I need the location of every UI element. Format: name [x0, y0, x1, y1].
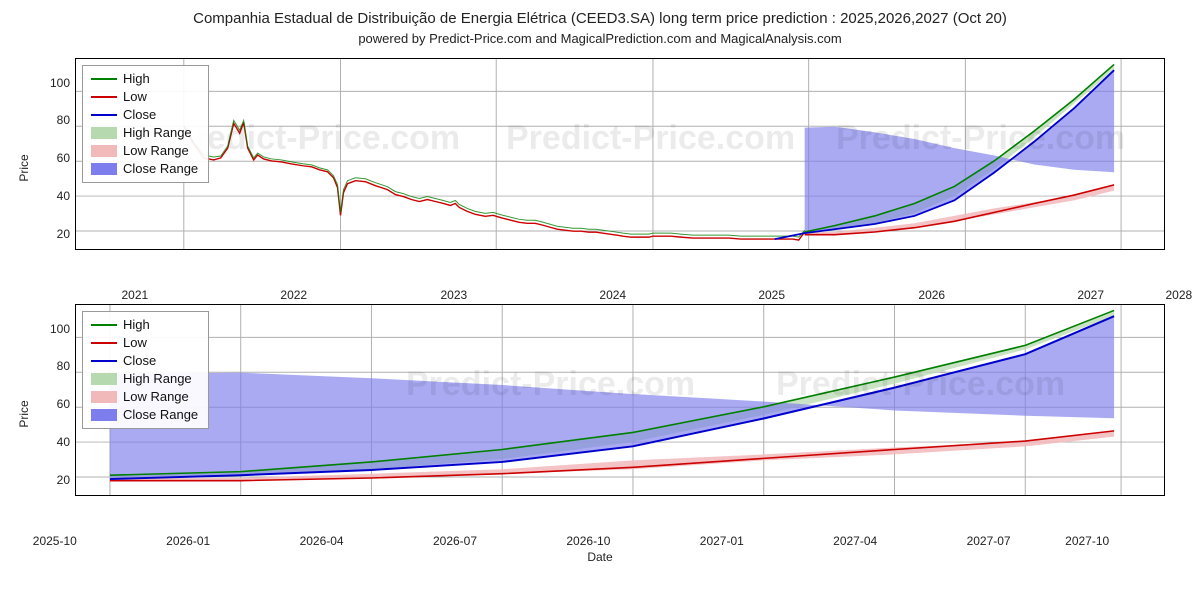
historical-high-line — [184, 120, 805, 237]
historical-low-line — [184, 122, 805, 240]
bottom-xtick-9: 2027-10 — [1065, 534, 1109, 548]
legend-label-high: High — [123, 70, 150, 88]
top-chart-plot-area: Predict-Price.com Predict-Price.com Pred… — [75, 58, 1165, 250]
main-title: Companhia Estadual de Distribuição de En… — [0, 0, 1200, 27]
bottom-xtick-2: 2026-01 — [166, 534, 210, 548]
bottom-chart-container: Predict-Price.com Predict-Price.com High… — [20, 298, 1180, 530]
legend-label-high-b: High — [123, 316, 150, 334]
bottom-chart-legend: High Low Close High Range Low Range Clos… — [82, 311, 209, 429]
legend-label-close-range-b: Close Range — [123, 406, 198, 424]
bottom-ytick-40: 40 — [57, 435, 70, 449]
legend-label-close-range: Close Range — [123, 160, 198, 178]
bottom-chart-svg — [76, 305, 1164, 495]
bottom-xtick-1: 2025-10 — [33, 534, 77, 548]
bottom-ytick-20: 20 — [57, 473, 70, 487]
top-ylabel: Price — [17, 154, 31, 181]
legend-label-close: Close — [123, 106, 156, 124]
legend-label-low-b: Low — [123, 334, 147, 352]
bottom-xtick-6: 2027-01 — [700, 534, 744, 548]
legend-label-low-range-b: Low Range — [123, 388, 189, 406]
bottom-xtick-3: 2026-04 — [300, 534, 344, 548]
top-chart-svg — [76, 59, 1164, 249]
legend-label-low-range: Low Range — [123, 142, 189, 160]
legend-label-high-range-b: High Range — [123, 370, 192, 388]
sub-title: powered by Predict-Price.com and Magical… — [0, 31, 1200, 46]
bottom-xtick-5: 2026-10 — [566, 534, 610, 548]
bottom-xtick-8: 2027-07 — [967, 534, 1011, 548]
legend-label-low: Low — [123, 88, 147, 106]
bottom-ylabel: Price — [17, 400, 31, 427]
bottom-xtick-7: 2027-04 — [833, 534, 877, 548]
top-ytick-100: 100 — [50, 76, 70, 90]
bottom-chart-plot-area: Predict-Price.com Predict-Price.com High… — [75, 304, 1165, 496]
top-ytick-20: 20 — [57, 227, 70, 241]
legend-label-high-range: High Range — [123, 124, 192, 142]
top-chart-container: Predict-Price.com Predict-Price.com Pred… — [20, 52, 1180, 284]
top-ytick-40: 40 — [57, 189, 70, 203]
bottom-xlabel: Date — [587, 550, 612, 564]
bottom-ytick-80: 80 — [57, 359, 70, 373]
top-chart-legend: High Low Close High Range Low Range Clos… — [82, 65, 209, 183]
chart-page: { "title": "Companhia Estadual de Distri… — [0, 0, 1200, 600]
legend-label-close-b: Close — [123, 352, 156, 370]
top-ytick-60: 60 — [57, 151, 70, 165]
bottom-ytick-100: 100 — [50, 322, 70, 336]
bottom-ytick-60: 60 — [57, 397, 70, 411]
bottom-xtick-4: 2026-07 — [433, 534, 477, 548]
top-ytick-80: 80 — [57, 113, 70, 127]
bottom-close-range-fill — [110, 316, 1114, 479]
close-range-fill-forecast — [805, 70, 1114, 233]
